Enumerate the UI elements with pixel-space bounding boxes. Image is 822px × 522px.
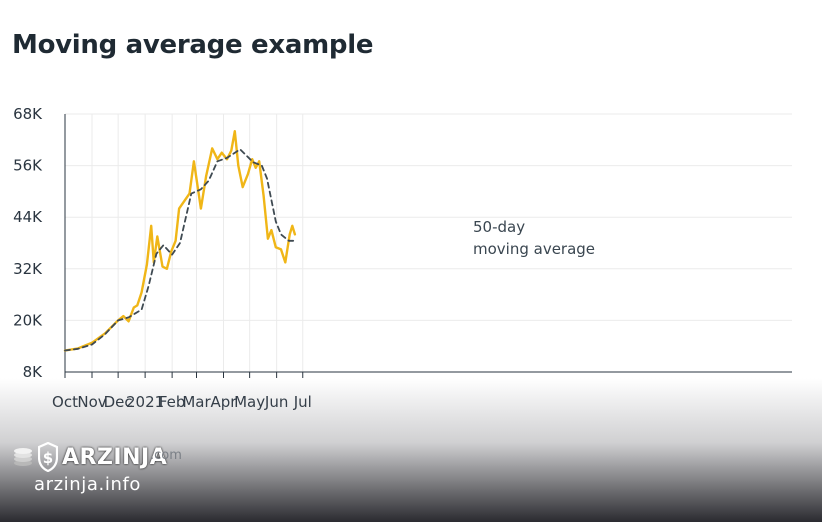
x-tick-label: May <box>234 393 265 411</box>
price-line <box>63 130 297 352</box>
svg-text:$: $ <box>43 449 53 467</box>
moving-average-line <box>64 148 295 352</box>
y-tick-label: 68K <box>13 105 43 123</box>
watermark-ghost-domain: .com <box>150 448 182 463</box>
x-tick-label: Mar <box>182 393 211 411</box>
y-axis-ticks: 8K 20K 32K 44K 56K 68K <box>13 105 43 381</box>
watermark-brand: ARZINJA <box>62 444 168 470</box>
y-tick-label: 32K <box>13 260 43 278</box>
x-tick-label: Jun <box>264 393 288 411</box>
y-tick-label: 44K <box>13 208 43 226</box>
chart-series <box>63 130 297 352</box>
y-tick-label: 8K <box>23 363 44 381</box>
coins-icon <box>14 448 32 466</box>
page-title: Moving average example <box>12 30 374 60</box>
y-tick-label: 56K <box>13 157 43 175</box>
watermark-url: arzinja.info <box>34 474 141 495</box>
annotation-text: moving average <box>473 240 595 258</box>
x-tick-label: Jul <box>293 393 312 411</box>
x-tick-label: Nov <box>77 393 106 411</box>
x-tick-label: Oct <box>52 393 78 411</box>
watermark-logo: $ ARZINJA <box>12 440 167 474</box>
chart-annotation: 50-day moving average <box>473 218 595 258</box>
shield-icon: $ <box>38 442 58 472</box>
y-tick-label: 20K <box>13 311 43 329</box>
annotation-text: 50-day <box>473 218 525 236</box>
